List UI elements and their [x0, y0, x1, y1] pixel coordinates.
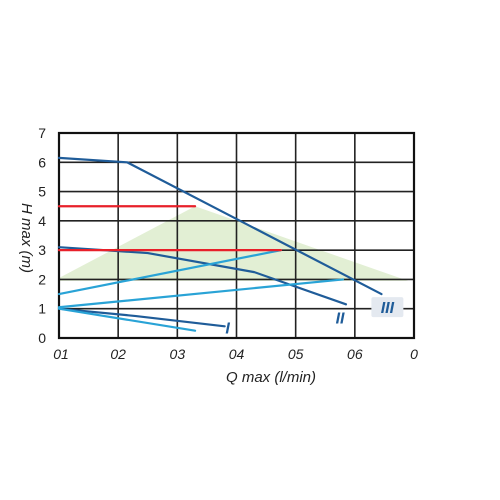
- x-tick-label: 04: [229, 346, 245, 362]
- series-line-III: [57, 156, 383, 296]
- x-tick-label: 0: [410, 346, 418, 362]
- curve-label-III: III: [381, 300, 395, 317]
- y-tick-label: 0: [38, 330, 46, 346]
- plot-frame: [57, 131, 416, 340]
- x-axis-label: Q max (l/min): [226, 369, 316, 386]
- y-tick-label: 7: [38, 125, 46, 141]
- y-tick-label: 4: [38, 213, 46, 229]
- curve-label-box: [371, 297, 404, 318]
- y-tick-label: 5: [38, 184, 46, 200]
- y-tick-label: 3: [38, 242, 46, 258]
- series-line-4: [57, 278, 345, 309]
- series-line-I: [57, 307, 226, 328]
- x-tick-label: 05: [288, 346, 304, 362]
- x-tick-label: 03: [170, 346, 186, 362]
- curve-label-II: II: [336, 310, 345, 327]
- x-tick-label: 01: [53, 346, 69, 362]
- y-tick-label: 6: [38, 154, 46, 170]
- series-line-5: [57, 307, 197, 332]
- x-tick-label: 02: [110, 346, 126, 362]
- y-tick-label: 2: [38, 271, 46, 287]
- series-line-3: [57, 249, 282, 296]
- curve-label-I: I: [225, 321, 230, 338]
- y-axis-label: H max (m): [18, 203, 35, 273]
- y-tick-label: 1: [38, 301, 46, 317]
- x-tick-label: 06: [347, 346, 363, 362]
